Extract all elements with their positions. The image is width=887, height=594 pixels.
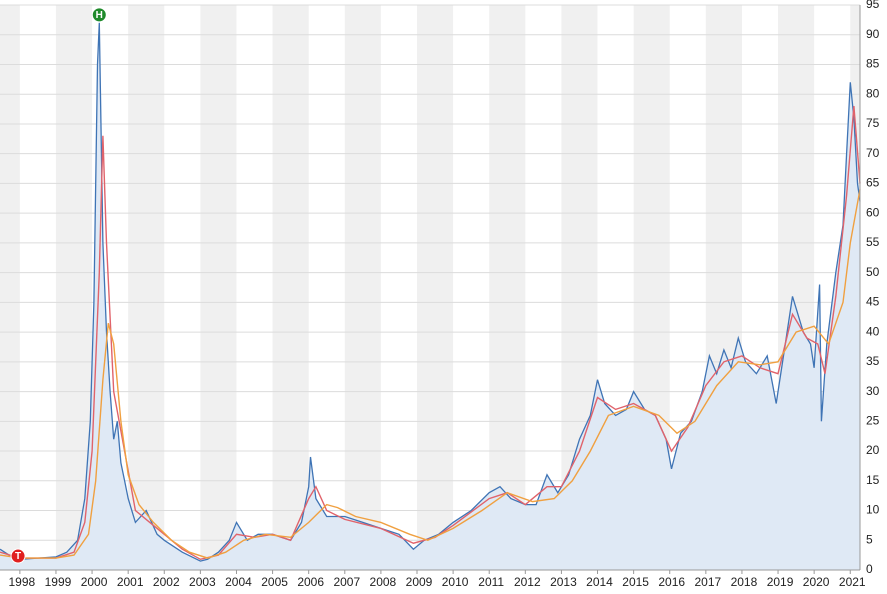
- year-band: [0, 5, 20, 570]
- y-tick-label: 30: [866, 384, 880, 398]
- y-tick-label: 85: [866, 57, 880, 71]
- y-tick-label: 35: [866, 354, 880, 368]
- area: [0, 22, 860, 571]
- x-tick-label: 2005: [261, 575, 288, 589]
- x-tick-label: 2001: [117, 575, 144, 589]
- x-tick-label: 1999: [45, 575, 72, 589]
- year-band: [200, 5, 237, 570]
- annotation-label: H: [96, 10, 103, 21]
- year-band: [128, 5, 165, 570]
- x-tick-label: 2019: [767, 575, 794, 589]
- y-tick-label: 55: [866, 235, 880, 249]
- y-tick-label: 75: [866, 116, 880, 130]
- annotation-marker: [10, 548, 26, 564]
- annotation-label: T: [15, 551, 21, 562]
- line: [0, 106, 861, 561]
- x-tick-label: 2014: [586, 575, 613, 589]
- y-tick-label: 10: [866, 503, 880, 517]
- y-tick-label: 15: [866, 473, 880, 487]
- year-band: [344, 5, 381, 570]
- y-tick-label: 45: [866, 295, 880, 309]
- x-tick-label: 2010: [442, 575, 469, 589]
- x-tick-label: 2017: [694, 575, 721, 589]
- year-band: [272, 5, 309, 570]
- x-tick-label: 2018: [731, 575, 758, 589]
- y-tick-label: 65: [866, 176, 880, 190]
- y-tick-label: 70: [866, 146, 880, 160]
- year-band: [417, 5, 454, 570]
- y-tick-label: 95: [866, 0, 880, 11]
- x-tick-label: 1998: [9, 575, 36, 589]
- x-tick-label: 2007: [333, 575, 360, 589]
- y-tick-label: 40: [866, 324, 880, 338]
- annotation-marker: [91, 7, 107, 23]
- x-tick-label: 2021: [839, 575, 866, 589]
- y-tick-label: 60: [866, 205, 880, 219]
- x-tick-label: 2011: [478, 575, 504, 589]
- x-tick-label: 2000: [81, 575, 108, 589]
- x-tick-label: 2004: [225, 575, 252, 589]
- x-tick-label: 2016: [658, 575, 685, 589]
- year-band: [489, 5, 526, 570]
- x-tick-label: 2008: [370, 575, 397, 589]
- x-tick-label: 2002: [153, 575, 180, 589]
- line: [0, 189, 861, 559]
- y-tick-label: 20: [866, 443, 880, 457]
- x-tick-label: 2013: [550, 575, 577, 589]
- x-tick-label: 2020: [803, 575, 830, 589]
- x-tick-label: 2012: [514, 575, 541, 589]
- y-tick-label: 50: [866, 265, 880, 279]
- x-tick-label: 2009: [406, 575, 433, 589]
- y-tick-label: 80: [866, 86, 880, 100]
- line: [0, 22, 861, 562]
- y-tick-label: 25: [866, 413, 880, 427]
- x-tick-label: 2015: [622, 575, 649, 589]
- x-tick-label: 2003: [189, 575, 216, 589]
- y-tick-label: 0: [866, 562, 873, 576]
- x-tick-label: 2006: [297, 575, 324, 589]
- y-tick-label: 5: [866, 532, 873, 546]
- y-tick-label: 90: [866, 27, 880, 41]
